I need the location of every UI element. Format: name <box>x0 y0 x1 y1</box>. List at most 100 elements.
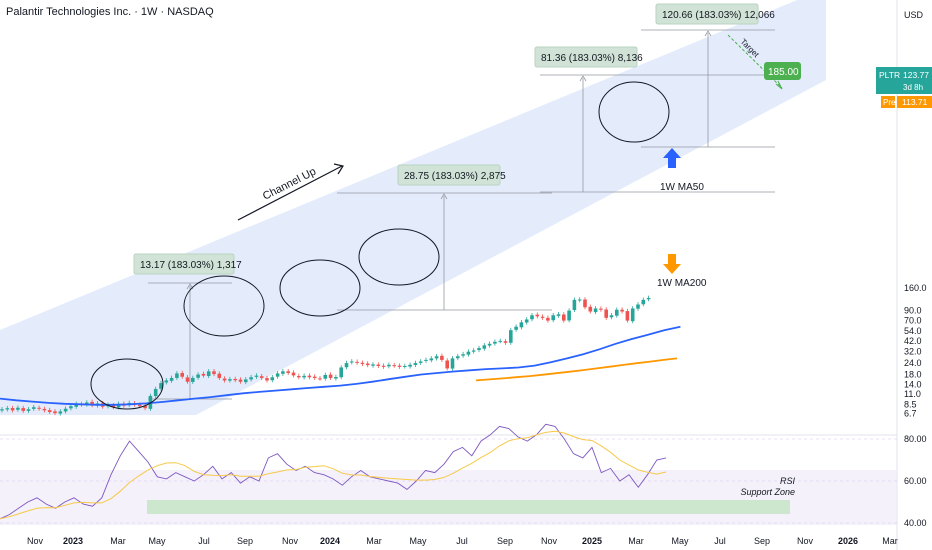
candle-body <box>445 360 449 369</box>
currency-label: USD <box>904 10 924 20</box>
candle-body <box>519 322 524 328</box>
candle-body <box>403 366 407 368</box>
measurement-layer: 13.17 (183.03%) 1,317 28.75 (183.03%) 2,8… <box>133 3 775 400</box>
candle-body <box>206 371 211 377</box>
candle-body <box>450 358 455 369</box>
candle-body <box>175 373 179 378</box>
rsi-tick: 60.00 <box>904 476 927 486</box>
price-tick: 11.0 <box>904 389 921 399</box>
candle-body <box>53 411 57 414</box>
candle-body <box>339 367 343 378</box>
candle-body <box>471 350 476 352</box>
candle-body <box>0 409 4 411</box>
measure-label: 120.66 (183.03%) 12,066 <box>662 10 775 21</box>
candle-body <box>344 363 349 368</box>
candle-body <box>69 406 73 409</box>
measure-label: 28.75 (183.03%) 2,875 <box>404 171 506 182</box>
x-tick: Mar <box>366 536 382 546</box>
chart-title: Palantir Technologies Inc. · 1W · NASDAQ <box>6 6 214 18</box>
candle-body <box>456 356 460 359</box>
candle-body <box>641 299 646 305</box>
candle-body <box>440 355 444 360</box>
candle-body <box>47 410 52 412</box>
x-tick: Jul <box>714 536 726 546</box>
ma200-line <box>475 357 678 382</box>
candle-body <box>318 378 322 380</box>
candle-body <box>254 375 259 377</box>
candle-body <box>116 403 121 408</box>
measure-label: 13.17 (183.03%) 1,317 <box>140 260 242 271</box>
candle-body <box>562 314 566 321</box>
candle-body <box>21 408 25 411</box>
candle-body <box>42 408 47 411</box>
candle-body <box>191 377 195 382</box>
x-tick: 2026 <box>838 536 858 546</box>
ma50-line <box>0 325 681 406</box>
measure-label-box <box>133 253 235 275</box>
x-tick: Mar <box>110 536 126 546</box>
candle-body <box>16 407 20 410</box>
candle-body <box>572 299 577 311</box>
ma50-arrow <box>663 148 681 168</box>
candle-body <box>413 363 418 365</box>
measure-arrow <box>579 75 587 82</box>
candle-body <box>270 377 275 381</box>
candle-body <box>323 374 328 379</box>
candle-body <box>418 361 423 363</box>
x-tick: May <box>671 536 689 546</box>
candles-layer <box>0 295 651 416</box>
candle-body <box>334 377 338 379</box>
candle-body <box>577 299 582 301</box>
candle-body <box>58 411 63 414</box>
x-tick: 2023 <box>63 536 83 546</box>
candle-body <box>228 379 232 381</box>
candle-body <box>355 361 359 363</box>
candle-body <box>625 311 630 321</box>
candle-body <box>514 326 518 330</box>
consolidation-ellipse <box>90 358 164 410</box>
candle-body <box>312 376 317 378</box>
ma-lines-layer <box>0 325 681 406</box>
rsi-tick: 80.00 <box>904 434 927 444</box>
target-value-box <box>764 62 801 80</box>
candle-body <box>493 341 497 344</box>
target-value: 185.00 <box>768 67 799 78</box>
x-tick: Jul <box>198 536 210 546</box>
candle-body <box>10 408 15 411</box>
x-tick: Nov <box>282 536 299 546</box>
candle-body <box>328 374 333 378</box>
candle-body <box>85 402 89 405</box>
x-tick: May <box>409 536 427 546</box>
candle-body <box>551 315 555 321</box>
last-price-box <box>876 67 932 94</box>
candle-body <box>530 315 534 320</box>
candle-body <box>397 365 402 367</box>
candle-body <box>180 373 184 377</box>
price-tick: 42.0 <box>904 336 922 346</box>
candle-body <box>371 364 375 366</box>
last-price-value: 123.77 <box>903 70 929 80</box>
candle-body <box>646 297 651 300</box>
candle-body <box>111 405 116 408</box>
consolidation-ellipse <box>279 259 361 317</box>
candle-body <box>302 375 306 378</box>
candle-body <box>599 308 603 310</box>
candle-body <box>365 363 370 366</box>
consolidation-ellipse <box>598 81 670 143</box>
consolidation-ellipse <box>183 275 265 337</box>
candle-body <box>630 308 635 322</box>
price-tick: 90.0 <box>904 306 922 316</box>
measure-label: 81.36 (183.03%) 8,136 <box>541 53 643 64</box>
rsi-support-zone <box>147 500 790 514</box>
x-tick: May <box>148 536 166 546</box>
x-tick: Mar <box>882 536 898 546</box>
candle-body <box>281 371 285 374</box>
candle-body <box>164 380 169 383</box>
candle-body <box>615 309 619 316</box>
measure-label-box <box>397 164 501 186</box>
candle-body <box>392 365 396 367</box>
candle-body <box>360 362 365 364</box>
candle-body <box>297 375 301 378</box>
candle-body <box>63 408 68 412</box>
